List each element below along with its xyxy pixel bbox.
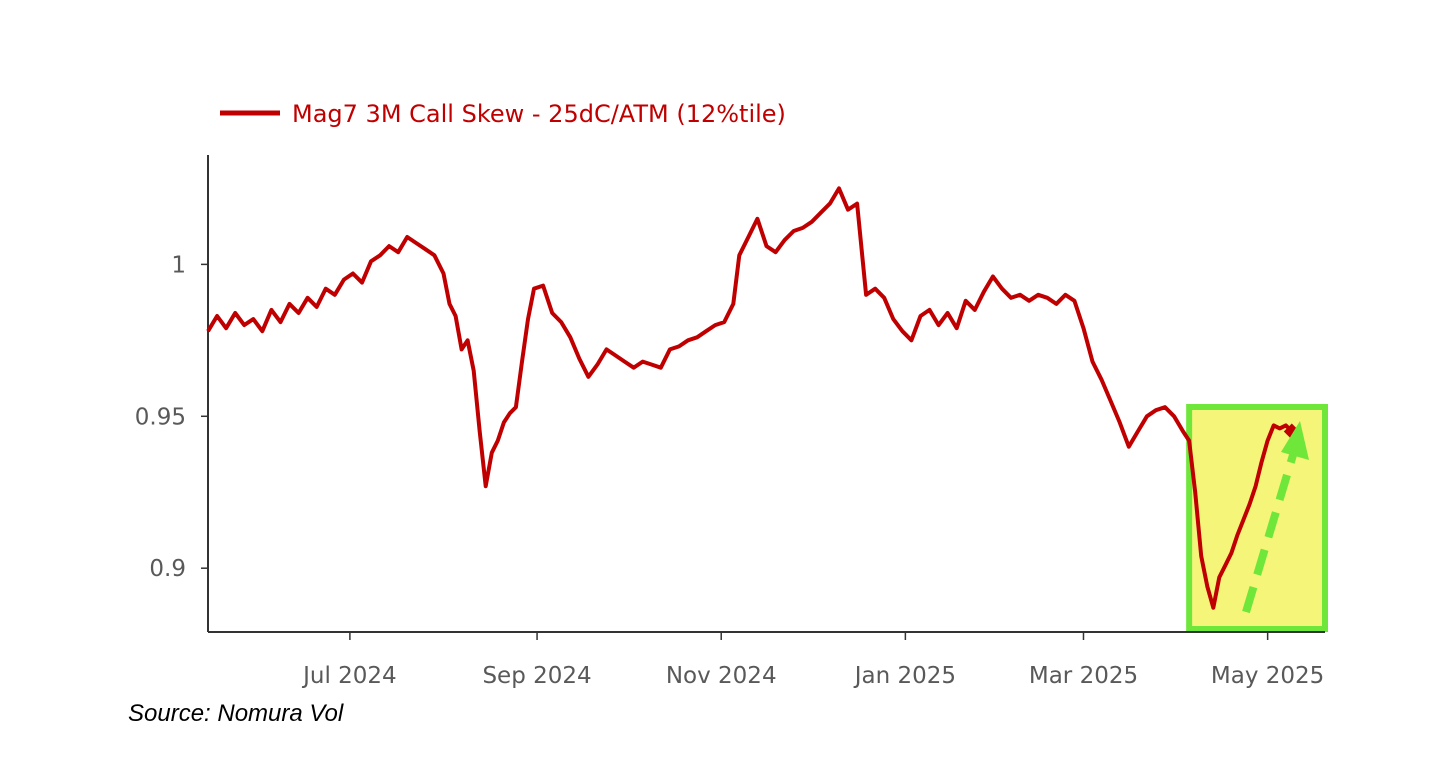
legend-label: Mag7 3M Call Skew - 25dC/ATM (12%tile)	[292, 100, 786, 128]
y-tick-label: 1	[171, 252, 186, 278]
x-tick-label: Mar 2025	[1029, 663, 1138, 689]
dashed-arrow-icon	[1242, 453, 1297, 614]
x-tick-label: Sep 2024	[482, 663, 591, 689]
x-tick-label: Nov 2024	[666, 663, 777, 689]
arrow-head-icon	[1281, 421, 1309, 460]
y-tick-label: 0.9	[149, 556, 186, 582]
x-tick-label: Jul 2024	[301, 663, 397, 689]
source-note: Source: Nomura Vol	[128, 700, 344, 727]
plot-area: 1 0.95 0.9 Jul 2024 Sep 2024 Nov 2024 Jan 2025…	[135, 155, 1329, 689]
legend: Mag7 3M Call Skew - 25dC/ATM (12%tile)	[220, 100, 786, 128]
x-tick-label: May 2025	[1211, 663, 1324, 689]
series-line	[206, 186, 1294, 610]
x-tick-label: Jan 2025	[853, 663, 956, 689]
y-tick-label: 0.95	[135, 404, 186, 430]
